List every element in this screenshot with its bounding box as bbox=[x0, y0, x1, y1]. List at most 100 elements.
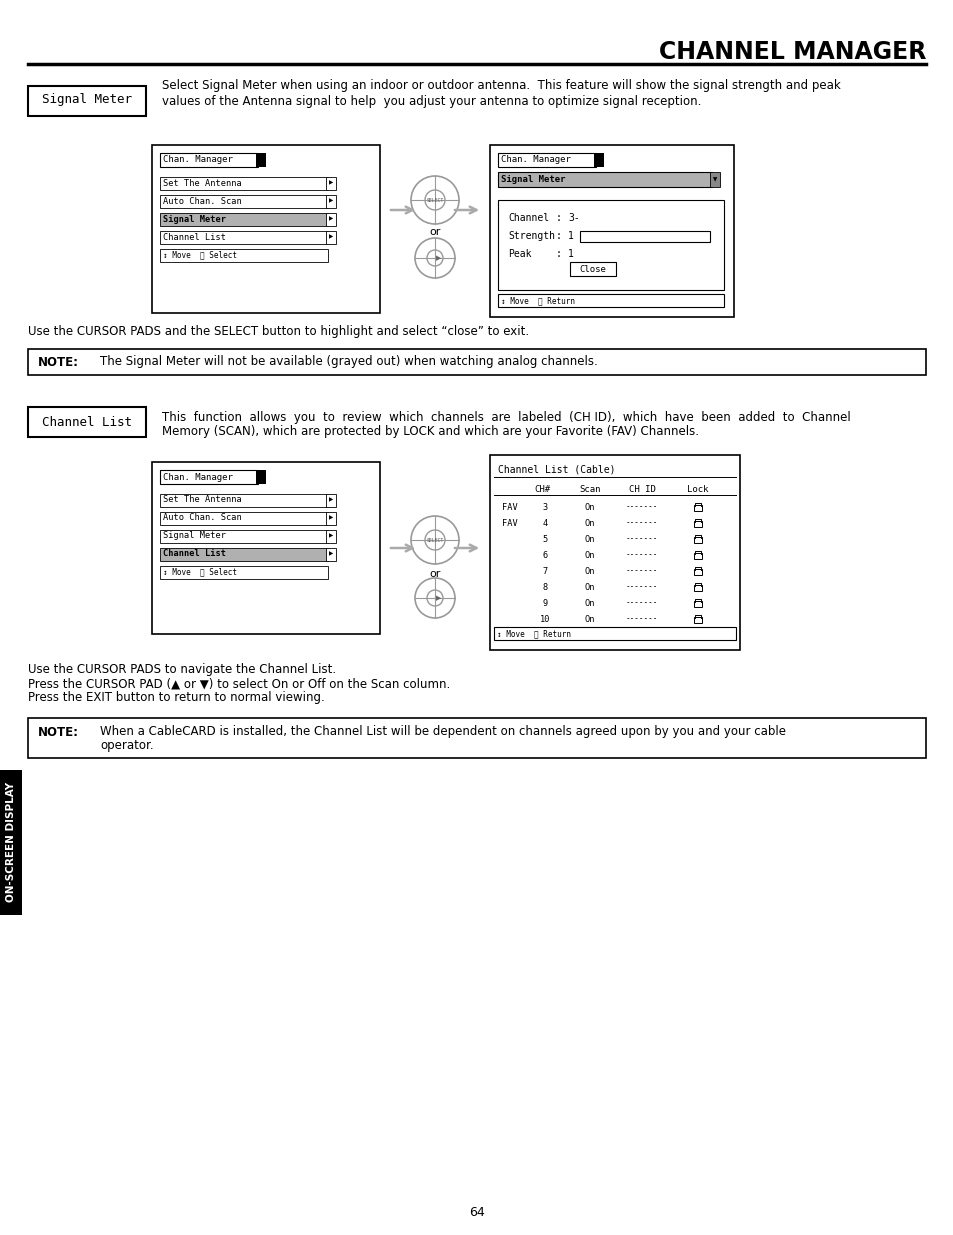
Text: Close: Close bbox=[579, 264, 606, 273]
FancyBboxPatch shape bbox=[0, 769, 22, 915]
Text: 1: 1 bbox=[567, 231, 574, 241]
Text: This  function  allows  you  to  review  which  channels  are  labeled  (CH ID),: This function allows you to review which… bbox=[162, 410, 850, 424]
Text: NOTE:: NOTE: bbox=[38, 725, 79, 739]
Text: ON-SCREEN DISPLAY: ON-SCREEN DISPLAY bbox=[6, 782, 16, 902]
FancyBboxPatch shape bbox=[28, 350, 925, 375]
Text: 7: 7 bbox=[542, 567, 547, 576]
FancyBboxPatch shape bbox=[693, 618, 701, 622]
Text: -------: ------- bbox=[625, 615, 658, 624]
Text: SELECT: SELECT bbox=[426, 198, 443, 203]
Text: Signal Meter: Signal Meter bbox=[163, 531, 226, 541]
Text: On: On bbox=[584, 599, 595, 608]
FancyBboxPatch shape bbox=[160, 513, 328, 525]
Text: -------: ------- bbox=[625, 535, 658, 543]
FancyBboxPatch shape bbox=[693, 585, 701, 592]
FancyBboxPatch shape bbox=[326, 177, 335, 190]
Text: -------: ------- bbox=[625, 503, 658, 511]
Text: or: or bbox=[429, 569, 440, 579]
FancyBboxPatch shape bbox=[497, 294, 723, 308]
FancyBboxPatch shape bbox=[693, 601, 701, 606]
Text: Peak: Peak bbox=[507, 249, 531, 259]
Text: Press the CURSOR PAD (▲ or ▼) to select On or Off on the Scan column.: Press the CURSOR PAD (▲ or ▼) to select … bbox=[28, 678, 450, 690]
FancyBboxPatch shape bbox=[160, 195, 328, 207]
Text: On: On bbox=[584, 503, 595, 511]
Text: 10: 10 bbox=[539, 615, 550, 624]
FancyBboxPatch shape bbox=[693, 505, 701, 511]
FancyBboxPatch shape bbox=[28, 408, 146, 437]
Text: Chan. Manager: Chan. Manager bbox=[163, 156, 233, 164]
Text: CH ID: CH ID bbox=[628, 484, 655, 494]
FancyBboxPatch shape bbox=[255, 471, 266, 484]
FancyBboxPatch shape bbox=[490, 454, 740, 650]
FancyBboxPatch shape bbox=[160, 530, 328, 543]
Text: ▶: ▶ bbox=[436, 254, 441, 261]
FancyBboxPatch shape bbox=[693, 553, 701, 559]
Text: CH#: CH# bbox=[534, 484, 550, 494]
Text: Memory (SCAN), which are protected by LOCK and which are your Favorite (FAV) Cha: Memory (SCAN), which are protected by LO… bbox=[162, 425, 699, 437]
Text: -------: ------- bbox=[625, 567, 658, 576]
Text: Channel List (Cable): Channel List (Cable) bbox=[497, 464, 615, 474]
Text: 6: 6 bbox=[542, 551, 547, 559]
FancyBboxPatch shape bbox=[152, 462, 379, 634]
Text: On: On bbox=[584, 567, 595, 576]
Text: -------: ------- bbox=[625, 599, 658, 608]
Text: Channel List: Channel List bbox=[163, 232, 226, 242]
FancyBboxPatch shape bbox=[28, 86, 146, 116]
FancyBboxPatch shape bbox=[579, 231, 709, 242]
Text: ▼: ▼ bbox=[712, 178, 717, 183]
FancyBboxPatch shape bbox=[326, 548, 335, 561]
Text: or: or bbox=[429, 227, 440, 237]
Text: :: : bbox=[556, 249, 561, 259]
FancyBboxPatch shape bbox=[160, 566, 328, 579]
FancyBboxPatch shape bbox=[28, 718, 925, 758]
FancyBboxPatch shape bbox=[160, 231, 328, 245]
FancyBboxPatch shape bbox=[326, 195, 335, 207]
Text: ▶: ▶ bbox=[329, 235, 333, 240]
FancyBboxPatch shape bbox=[160, 548, 328, 561]
FancyBboxPatch shape bbox=[326, 494, 335, 508]
Text: ↕ Move  ⓢ Return: ↕ Move ⓢ Return bbox=[500, 296, 575, 305]
Text: ▶: ▶ bbox=[329, 552, 333, 557]
FancyBboxPatch shape bbox=[497, 200, 723, 290]
Text: ▶: ▶ bbox=[329, 534, 333, 538]
FancyBboxPatch shape bbox=[709, 172, 720, 186]
FancyBboxPatch shape bbox=[497, 153, 596, 167]
FancyBboxPatch shape bbox=[569, 262, 616, 275]
FancyBboxPatch shape bbox=[160, 177, 328, 190]
Text: ↕ Move  ⓢ Return: ↕ Move ⓢ Return bbox=[497, 630, 571, 638]
Text: Chan. Manager: Chan. Manager bbox=[163, 473, 233, 482]
Text: -------: ------- bbox=[625, 519, 658, 527]
FancyBboxPatch shape bbox=[152, 144, 379, 312]
Text: values of the Antenna signal to help  you adjust your antenna to optimize signal: values of the Antenna signal to help you… bbox=[162, 95, 700, 107]
Text: On: On bbox=[584, 583, 595, 592]
Text: Chan. Manager: Chan. Manager bbox=[500, 156, 570, 164]
Text: Select Signal Meter when using an indoor or outdoor antenna.  This feature will : Select Signal Meter when using an indoor… bbox=[162, 79, 840, 93]
Text: ▶: ▶ bbox=[329, 515, 333, 520]
FancyBboxPatch shape bbox=[326, 513, 335, 525]
FancyBboxPatch shape bbox=[693, 521, 701, 527]
FancyBboxPatch shape bbox=[693, 569, 701, 576]
FancyBboxPatch shape bbox=[255, 153, 266, 167]
Text: FAV: FAV bbox=[501, 519, 517, 527]
Text: On: On bbox=[584, 615, 595, 624]
Text: The Signal Meter will not be available (grayed out) when watching analog channel: The Signal Meter will not be available (… bbox=[100, 356, 598, 368]
Text: 8: 8 bbox=[542, 583, 547, 592]
Text: ▶: ▶ bbox=[329, 498, 333, 503]
FancyBboxPatch shape bbox=[497, 172, 711, 186]
Text: ▶: ▶ bbox=[436, 595, 441, 601]
Text: 3-: 3- bbox=[567, 212, 579, 224]
Text: CHANNEL MANAGER: CHANNEL MANAGER bbox=[658, 40, 925, 64]
Text: SELECT: SELECT bbox=[426, 537, 443, 542]
Text: Press the EXIT button to return to normal viewing.: Press the EXIT button to return to norma… bbox=[28, 692, 324, 704]
FancyBboxPatch shape bbox=[326, 530, 335, 543]
Text: 3: 3 bbox=[542, 503, 547, 511]
Text: On: On bbox=[584, 551, 595, 559]
Text: When a CableCARD is installed, the Channel List will be dependent on channels ag: When a CableCARD is installed, the Chann… bbox=[100, 725, 785, 739]
Text: 9: 9 bbox=[542, 599, 547, 608]
Text: ▶: ▶ bbox=[329, 216, 333, 221]
Text: :: : bbox=[556, 231, 561, 241]
Text: Channel List: Channel List bbox=[42, 415, 132, 429]
Text: ▶: ▶ bbox=[329, 180, 333, 185]
Text: ↕ Move  ⓢ Select: ↕ Move ⓢ Select bbox=[163, 568, 236, 577]
Text: NOTE:: NOTE: bbox=[38, 356, 79, 368]
